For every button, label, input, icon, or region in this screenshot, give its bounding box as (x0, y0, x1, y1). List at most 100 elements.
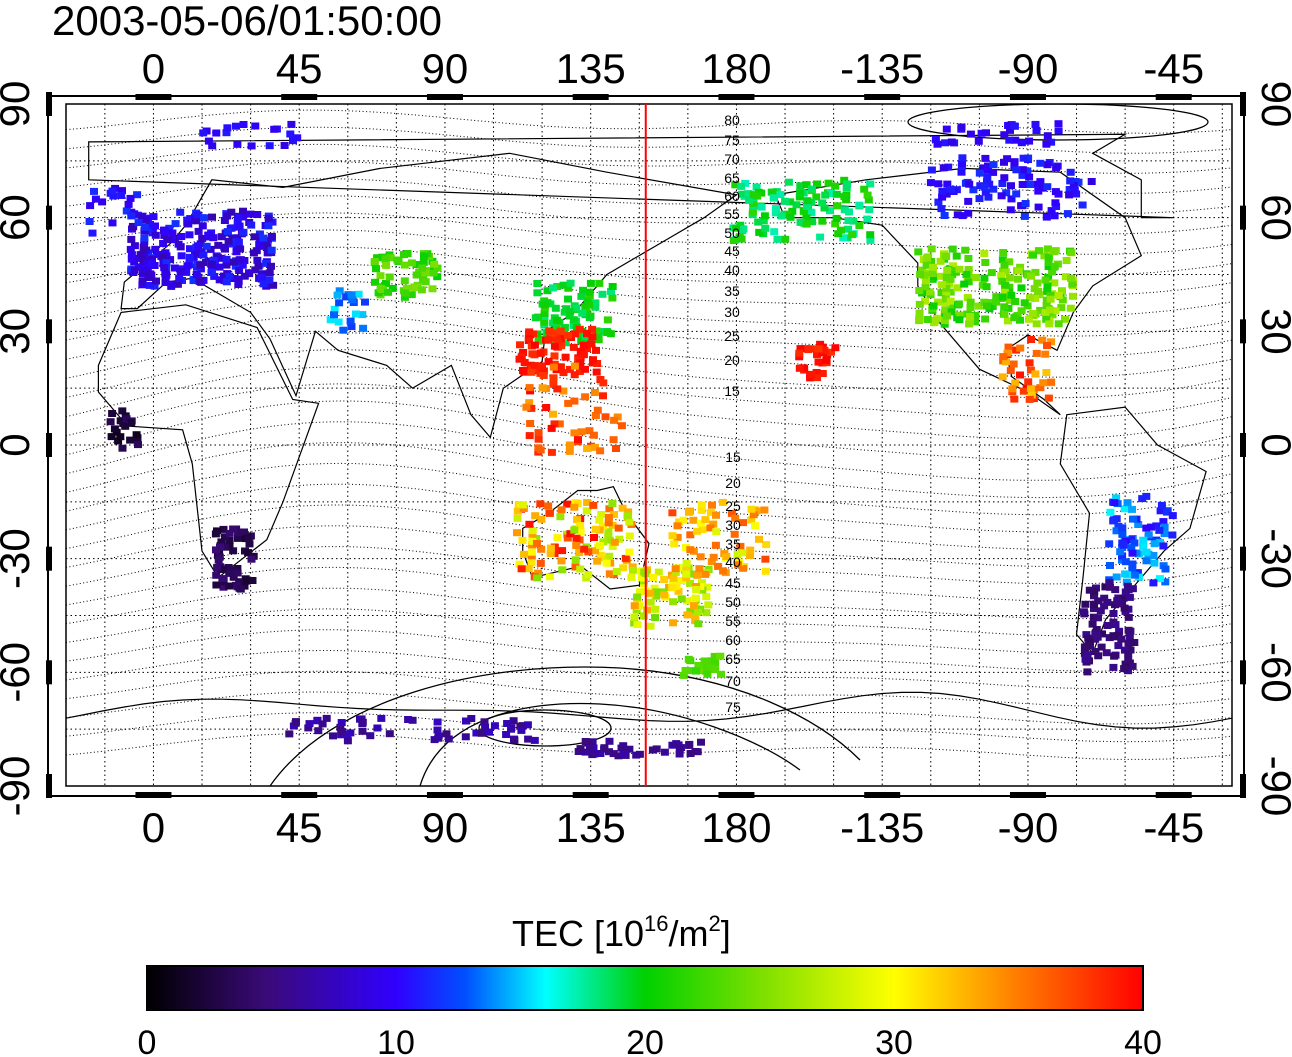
tec-pixel (976, 182, 985, 190)
tec-pixel (1012, 190, 1021, 198)
tec-pixel (550, 420, 559, 428)
tec-pixel (285, 730, 294, 738)
tec-pixel (915, 309, 924, 317)
tec-pixel (1115, 627, 1124, 635)
tec-pixel (326, 316, 335, 324)
tec-pixel (948, 271, 957, 279)
tec-pixel (222, 255, 231, 263)
tec-pixel (589, 356, 597, 364)
tec-pixel (942, 190, 951, 198)
tec-pixel (943, 266, 952, 274)
tec-pixel (1032, 349, 1041, 357)
tec-pixel (1124, 639, 1133, 647)
tec-pixel (969, 186, 978, 194)
tec-pixel (1159, 542, 1168, 550)
tec-pixel (1047, 138, 1056, 146)
tec-pixel (343, 737, 352, 745)
tec-pixel (219, 525, 228, 533)
tec-pixel (660, 748, 669, 756)
tec-pixel (632, 751, 641, 759)
tec-pixel (127, 255, 136, 263)
tec-pixel (411, 284, 420, 292)
left-latitude-tick-label: -60 (0, 642, 38, 703)
tec-pixel (751, 522, 760, 530)
tec-pixel (1106, 508, 1115, 516)
tec-pixel (588, 751, 597, 759)
contour-label: 35 (725, 536, 741, 552)
tec-pixel (507, 724, 516, 732)
tec-pixel (536, 500, 545, 508)
tec-pixel (1161, 565, 1170, 573)
tec-pixel (542, 404, 551, 411)
tec-pixel (610, 511, 618, 518)
tec-pixel (263, 243, 272, 251)
tec-pixel (1050, 248, 1059, 256)
tec-pixel (689, 516, 698, 524)
tec-pixel (289, 722, 298, 730)
tec-pixel (822, 356, 831, 364)
tec-pixel (1016, 371, 1024, 379)
tec-pixel (126, 194, 135, 202)
tec-pixel (697, 579, 706, 587)
tec-pixel (1039, 379, 1048, 387)
tec-pixel (698, 586, 707, 594)
tec-pixel (255, 240, 264, 248)
tec-pixel (176, 268, 185, 275)
tec-pixel (675, 518, 684, 526)
tec-pixel (604, 519, 613, 527)
tec-pixel (777, 212, 786, 220)
tec-pixel (1112, 573, 1121, 581)
tec-pixel (1109, 517, 1118, 525)
tec-pixel (1016, 263, 1025, 271)
tec-pixel (947, 267, 956, 275)
tec-pixel (826, 207, 834, 215)
tec-pixel (585, 744, 594, 752)
tec-pixel (219, 583, 228, 591)
tec-pixel (293, 134, 302, 142)
tec-pixel (1110, 499, 1119, 506)
tec-pixel (675, 744, 684, 752)
tec-pixel (1070, 186, 1079, 194)
tec-pixel (695, 565, 704, 573)
tec-pixel (585, 292, 594, 300)
tec-pixel (621, 554, 630, 562)
tec-pixel (385, 730, 394, 738)
tec-pixel (534, 569, 543, 577)
tec-pixel (635, 588, 644, 596)
tec-pixel (1027, 391, 1036, 399)
tec-pixel (232, 581, 241, 589)
tec-pixel (108, 410, 117, 417)
tec-pixel (126, 245, 135, 253)
tec-pixel (218, 565, 227, 573)
tec-pixel (523, 721, 532, 729)
tec-pixel (596, 750, 605, 757)
tec-pixel (1094, 614, 1102, 622)
top-frame-tick (572, 94, 609, 100)
tec-pixel (608, 542, 617, 550)
tec-pixel (1012, 346, 1021, 354)
contour-line (66, 400, 1232, 481)
contour-label: 25 (724, 328, 740, 344)
tec-pixel (1111, 586, 1120, 594)
contour-label: 65 (724, 170, 740, 186)
tec-pixel (530, 341, 539, 349)
tec-pixel (669, 598, 678, 606)
tec-pixel (361, 298, 369, 306)
tec-pixel (818, 217, 827, 225)
tec-pixel (759, 217, 768, 225)
tec-pixel (748, 208, 757, 216)
tec-pixel (1142, 557, 1151, 565)
tec-pixel (1128, 566, 1137, 574)
tec-pixel (940, 317, 949, 325)
tec-pixel (1047, 378, 1056, 386)
tec-pixel (162, 271, 171, 279)
tec-pixel (586, 279, 595, 287)
tec-pixel (712, 528, 721, 536)
tec-pixel (1090, 592, 1099, 600)
contour-line (66, 143, 1232, 174)
tec-pixel (227, 208, 236, 216)
contour-label: 65 (725, 651, 741, 667)
right-frame-tick (1240, 660, 1246, 685)
tec-pixel (623, 512, 632, 520)
right-latitude-tick-label: 60 (1253, 194, 1292, 241)
